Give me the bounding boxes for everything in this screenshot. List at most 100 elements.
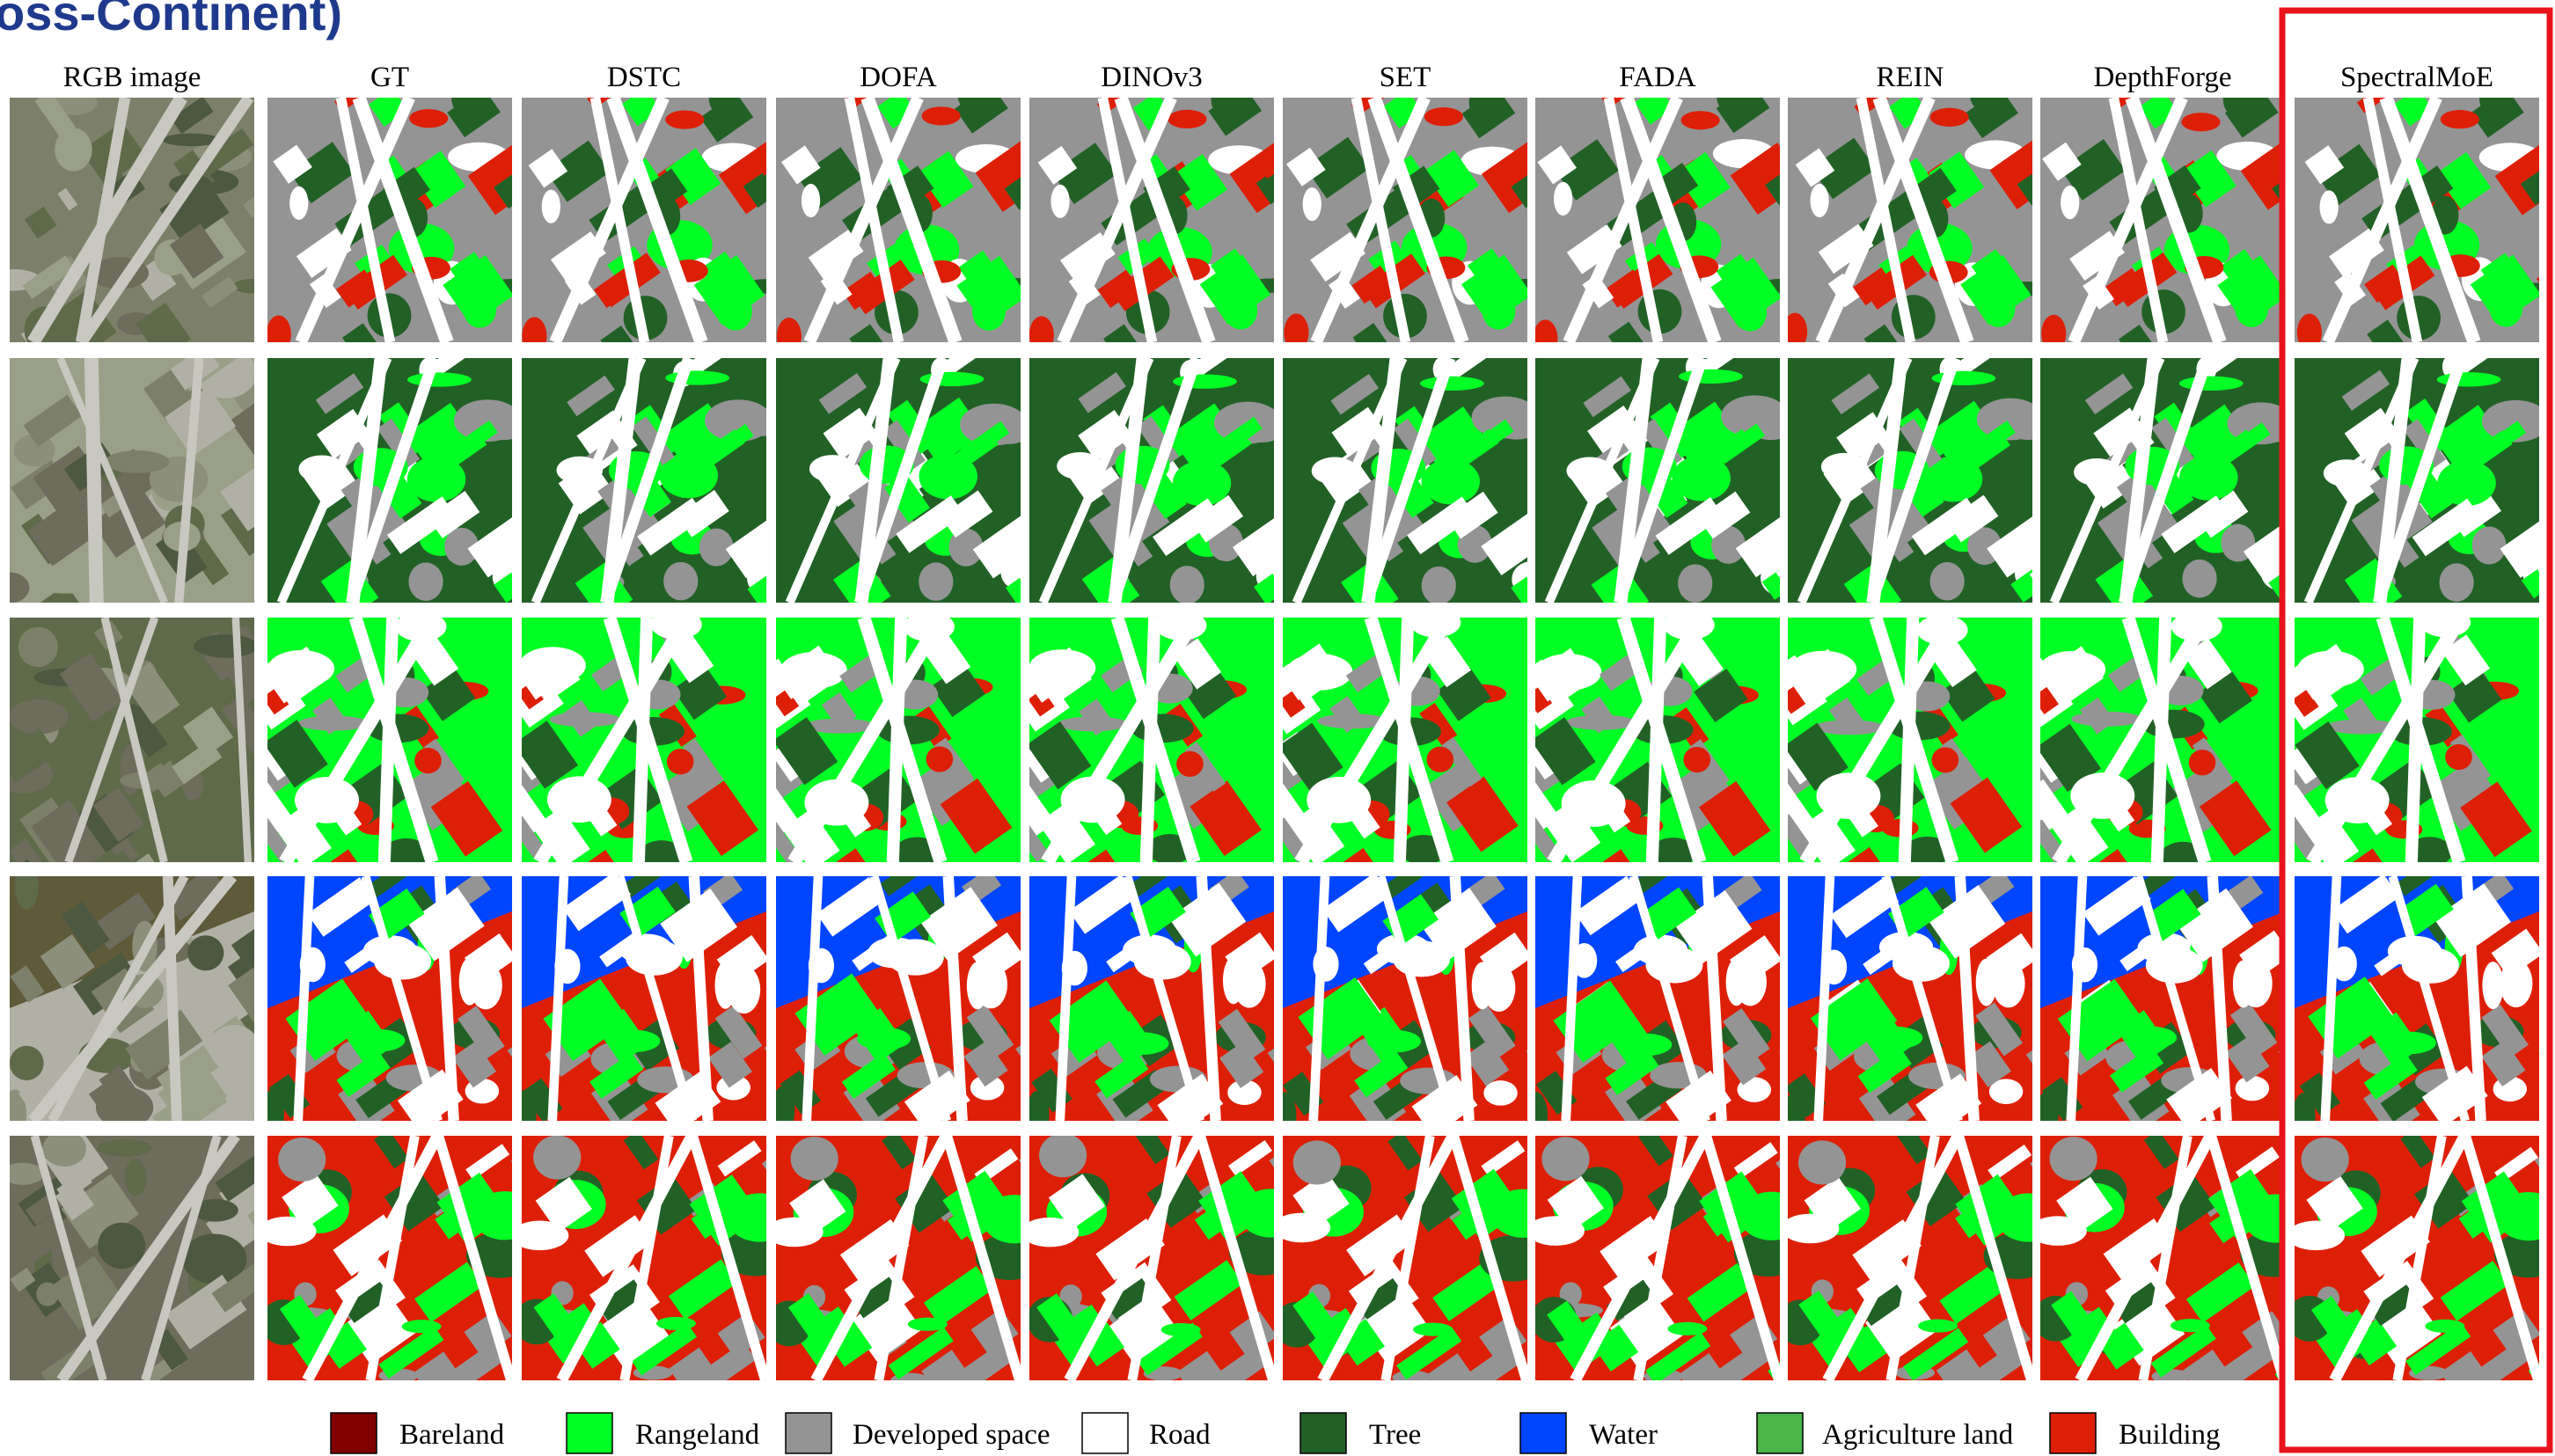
region [663, 562, 698, 601]
region [1992, 960, 2024, 1008]
region [1733, 293, 1767, 331]
legend-label: Agriculture land [1822, 1419, 2014, 1451]
region [2050, 1137, 2097, 1181]
region [1422, 459, 1480, 505]
region [1176, 751, 1204, 777]
tile-content [2293, 859, 2555, 1140]
region [1303, 187, 1321, 221]
region [96, 1087, 153, 1128]
region [1420, 377, 1484, 391]
region [857, 1028, 911, 1050]
tile-content [259, 1130, 544, 1401]
region [908, 1318, 948, 1331]
region [1422, 567, 1456, 605]
region [1981, 289, 2015, 326]
tile-content [2029, 1130, 2314, 1398]
segmentation-map [1253, 608, 1527, 901]
segmentation-map [1525, 857, 1819, 1139]
column-header: RGB image [63, 62, 201, 93]
region [125, 1159, 147, 1196]
region [1810, 184, 1828, 217]
region [1039, 1133, 1087, 1177]
tile-content [776, 69, 1069, 379]
region [1161, 1323, 1201, 1336]
segmentation-map [2293, 859, 2555, 1140]
region [1892, 946, 1950, 982]
region [278, 1138, 326, 1182]
tile-content [267, 72, 558, 379]
region [542, 190, 560, 223]
segmentation-map [1761, 615, 2032, 899]
tile-content [744, 611, 1021, 901]
region [1469, 84, 1500, 121]
region [209, 1025, 260, 1071]
tile-content [1533, 68, 1829, 377]
region [626, 940, 683, 976]
legend-label: Developed space [853, 1419, 1050, 1451]
region [2061, 186, 2079, 219]
tile-content [0, 343, 309, 645]
region [1367, 1030, 1421, 1053]
tile-content [2007, 611, 2285, 902]
segmentation-map [2007, 611, 2285, 902]
tile-grid [0, 68, 2555, 1401]
legend-swatch [2050, 1413, 2096, 1453]
region [194, 634, 257, 658]
tile-content [1783, 76, 2082, 380]
column-header: REIN [1877, 62, 1944, 93]
region [1115, 1032, 1168, 1055]
region [2297, 314, 2322, 352]
tile-content [2287, 1129, 2555, 1400]
region [2500, 959, 2532, 1007]
region [2235, 289, 2268, 327]
tile-content [1253, 608, 1527, 901]
region [514, 1090, 537, 1138]
region [975, 961, 1007, 1009]
segmentation-map [496, 610, 766, 903]
region [98, 1223, 145, 1269]
segmentation-map [776, 69, 1069, 379]
region [1678, 564, 1712, 603]
legend-label: Road [1149, 1419, 1211, 1451]
tile-content [514, 860, 805, 1138]
region [1026, 1091, 1049, 1138]
tile-content [1003, 611, 1274, 902]
segmentation-map [511, 1130, 796, 1396]
region [1224, 291, 1257, 329]
legend-swatch [1757, 1413, 1803, 1453]
segmentation-map [514, 860, 805, 1138]
region [2293, 1093, 2316, 1140]
region [1533, 319, 1557, 357]
figure: oss-Continent) RGB imageGTDSTCDOFADINOv3… [0, 0, 2555, 1456]
region [1717, 77, 1747, 114]
column-header: DOFA [860, 62, 937, 93]
segmentation-map [1283, 75, 1575, 378]
tile-content [522, 69, 813, 382]
region [791, 1137, 838, 1181]
region [351, 1029, 405, 1052]
region [1424, 107, 1463, 126]
column-header: FADA [1619, 62, 1696, 93]
region [2441, 110, 2479, 128]
tile-content [2295, 337, 2555, 618]
region [232, 279, 273, 293]
segmentation-map [1272, 1131, 1563, 1402]
legend-swatch [331, 1413, 377, 1453]
segmentation-map [522, 69, 813, 382]
region [187, 935, 223, 970]
rgb-image [4, 862, 303, 1142]
tile-content [1283, 75, 1575, 378]
region [1051, 185, 1069, 218]
region [2489, 289, 2522, 326]
region [42, 1130, 86, 1167]
region [2472, 527, 2507, 565]
region [728, 965, 760, 1013]
tile-content [2272, 607, 2539, 901]
segmentation-map [2040, 70, 2336, 380]
tile-content [0, 618, 283, 911]
region [1970, 76, 2001, 113]
region [1798, 1140, 1846, 1184]
region [1681, 111, 1720, 129]
region [709, 80, 740, 117]
column-header: SpectralMoE [2340, 62, 2493, 93]
